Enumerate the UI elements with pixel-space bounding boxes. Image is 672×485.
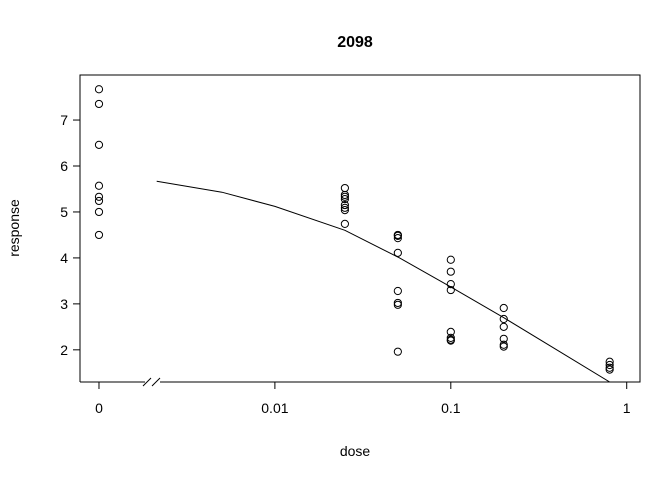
point [340, 219, 349, 229]
point [393, 300, 402, 309]
point [446, 255, 455, 264]
x-tick-label: 1 [623, 400, 631, 416]
y-tick-label: 7 [60, 112, 68, 128]
x-tick-label: 0.01 [261, 400, 288, 416]
fit-curve [156, 180, 610, 383]
point [605, 360, 614, 370]
point [499, 303, 508, 313]
point [340, 194, 349, 204]
point [94, 181, 104, 190]
y-axis-label: response [6, 199, 22, 257]
point [446, 267, 455, 276]
point [94, 140, 104, 149]
point [499, 322, 508, 331]
point [94, 192, 104, 201]
point [340, 200, 349, 210]
point [446, 327, 455, 337]
point [446, 336, 455, 345]
point [446, 280, 455, 289]
point [605, 357, 614, 366]
point [393, 347, 402, 356]
point [393, 248, 402, 257]
point [393, 286, 402, 296]
chart-title: 2098 [337, 34, 373, 51]
y-tick-label: 4 [60, 250, 68, 266]
point [499, 314, 508, 324]
point [94, 85, 104, 94]
x-tick-label: 0.1 [441, 400, 461, 416]
y-tick-label: 3 [60, 296, 68, 312]
y-tick-label: 6 [60, 158, 68, 174]
y-tick-label: 5 [60, 204, 68, 220]
point [340, 203, 349, 212]
x-tick-label: 0 [95, 400, 103, 416]
x-axis-label: dose [340, 443, 371, 459]
point [499, 342, 508, 351]
plot-box [79, 74, 641, 383]
axis-break [142, 377, 161, 387]
point [340, 192, 349, 201]
point [94, 207, 104, 217]
point [499, 334, 508, 343]
point [393, 231, 402, 240]
point [340, 183, 349, 193]
point [94, 230, 104, 240]
point [605, 365, 614, 374]
point [94, 99, 104, 109]
y-tick-label: 2 [60, 342, 68, 358]
point [94, 196, 104, 206]
point [340, 206, 349, 215]
point [393, 234, 402, 243]
